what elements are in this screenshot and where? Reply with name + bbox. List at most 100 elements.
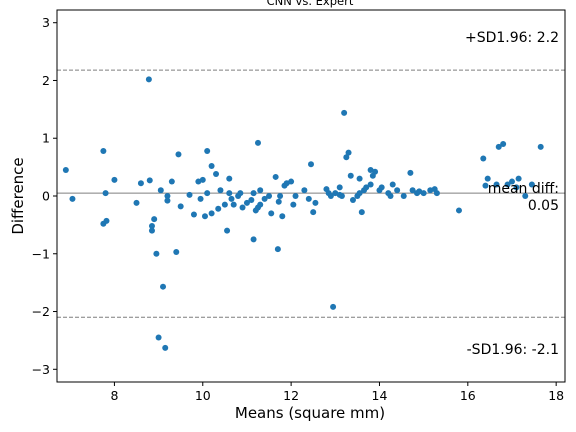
data-point: [239, 204, 246, 211]
data-point: [103, 217, 110, 224]
data-point: [356, 175, 363, 182]
data-point: [197, 195, 204, 202]
data-point: [349, 197, 356, 204]
data-point: [480, 155, 487, 162]
data-point: [367, 181, 374, 188]
y-tick-label: −1: [32, 246, 50, 261]
data-point: [213, 171, 220, 178]
upper-limit-label: +SD1.96: 2.2: [465, 30, 559, 46]
lower-limit-label: -SD1.96: -2.1: [467, 342, 559, 358]
data-point: [250, 236, 257, 243]
x-tick-label: 12: [283, 388, 299, 403]
data-point: [224, 227, 231, 234]
data-point: [279, 213, 286, 220]
data-point: [237, 190, 244, 197]
data-point: [495, 143, 502, 150]
y-tick-label: 2: [42, 73, 50, 88]
data-point: [290, 201, 297, 208]
data-point: [409, 187, 416, 194]
data-point: [208, 162, 215, 169]
data-point: [145, 76, 152, 83]
data-point: [394, 187, 401, 194]
data-point: [500, 141, 507, 148]
data-point: [148, 223, 155, 230]
data-point: [153, 250, 160, 257]
data-point: [513, 184, 520, 191]
mean-diff-label: mean diff:: [488, 181, 559, 197]
data-point: [175, 151, 182, 158]
data-point: [272, 173, 279, 180]
data-point: [204, 147, 211, 154]
data-point: [164, 193, 171, 199]
data-point: [226, 190, 233, 197]
y-tick-label: −2: [32, 304, 50, 319]
data-point: [484, 175, 491, 182]
data-point: [164, 197, 171, 204]
data-point: [100, 147, 107, 154]
data-point: [208, 210, 215, 217]
data-point: [186, 191, 193, 198]
data-point: [215, 205, 222, 212]
data-point: [217, 187, 224, 194]
data-point: [389, 181, 396, 188]
x-tick-label: 16: [460, 388, 476, 403]
data-point: [537, 143, 544, 150]
data-point: [254, 139, 261, 146]
x-tick-label: 14: [372, 388, 388, 403]
x-axis-ticks: 8 10 12 14 16 18: [110, 382, 564, 403]
data-point: [305, 195, 312, 202]
data-point: [493, 181, 500, 188]
data-point: [157, 187, 164, 194]
data-point: [338, 193, 345, 199]
data-point: [102, 190, 109, 197]
data-point: [336, 184, 343, 191]
data-point: [221, 201, 228, 208]
data-point: [148, 227, 155, 234]
data-point: [420, 190, 427, 197]
data-point: [137, 180, 144, 187]
data-point: [162, 344, 169, 351]
data-point: [292, 193, 299, 199]
data-point: [356, 190, 363, 197]
data-point: [226, 175, 233, 182]
data-point: [275, 198, 282, 205]
y-axis-ticks: 3 2 1 0 −1 −2 −3: [32, 15, 57, 377]
data-point: [308, 161, 314, 168]
y-axis-label: Difference: [9, 157, 27, 234]
data-point: [455, 207, 462, 214]
data-point: [347, 172, 354, 179]
x-tick-label: 18: [548, 388, 564, 403]
data-point: [274, 246, 281, 253]
data-point: [288, 178, 295, 185]
data-point: [146, 177, 153, 184]
data-point: [243, 199, 250, 206]
data-point: [378, 184, 385, 191]
data-point: [363, 184, 370, 191]
data-point: [111, 176, 118, 183]
chart-title: CNN vs. Expert: [267, 0, 354, 8]
data-point: [341, 109, 348, 116]
data-point: [528, 181, 535, 188]
data-point: [482, 182, 489, 189]
data-point: [433, 190, 440, 197]
data-point: [199, 176, 206, 183]
data-point: [204, 190, 211, 197]
scatter-series: [57, 69, 565, 351]
x-tick-label: 8: [110, 388, 118, 403]
data-point: [248, 197, 255, 204]
y-tick-label: 1: [42, 131, 50, 146]
data-point: [301, 187, 308, 194]
data-point: [201, 213, 208, 220]
data-point: [277, 193, 284, 199]
data-point: [168, 178, 175, 185]
data-point: [230, 201, 237, 208]
data-point: [151, 216, 158, 223]
data-point: [257, 201, 264, 208]
data-point: [387, 193, 394, 199]
y-tick-label: 3: [42, 15, 50, 30]
data-point: [133, 199, 140, 206]
data-point: [358, 209, 365, 216]
data-point: [400, 193, 407, 199]
mean-diff-value: 0.05: [528, 198, 559, 214]
